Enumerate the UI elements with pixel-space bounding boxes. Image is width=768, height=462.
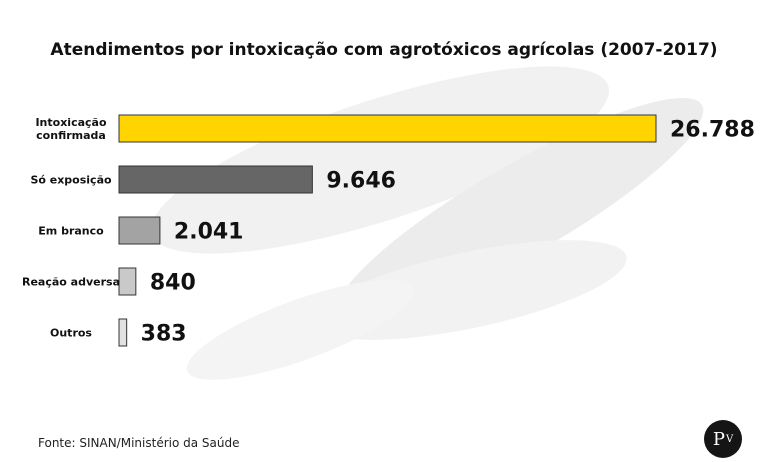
bar-4	[118, 318, 128, 347]
bar-3	[118, 267, 137, 296]
category-label-2-0: Em branco	[38, 225, 104, 238]
chart-title: Atendimentos por intoxicação com agrotóx…	[50, 40, 718, 60]
bar-2	[118, 216, 161, 245]
value-label-2: 2.041	[174, 220, 244, 245]
value-label-0: 26.788	[670, 118, 755, 143]
bar-1	[118, 165, 313, 194]
logo-letter: P	[712, 428, 725, 450]
value-label-1: 9.646	[326, 169, 396, 194]
value-label-4: 383	[141, 322, 187, 347]
category-label-0-0: Intoxicação	[35, 116, 106, 129]
value-label-3: 840	[150, 271, 196, 296]
logo-superscript: V	[725, 433, 734, 445]
category-label-4-0: Outros	[50, 327, 92, 340]
category-label-3-0: Reação adversa	[22, 276, 120, 289]
source-note: Fonte: SINAN/Ministério da Saúde	[38, 436, 240, 450]
bar-0	[118, 114, 657, 143]
category-label-0-1: confirmada	[36, 129, 106, 142]
category-label-1-0: Só exposição	[30, 174, 112, 187]
